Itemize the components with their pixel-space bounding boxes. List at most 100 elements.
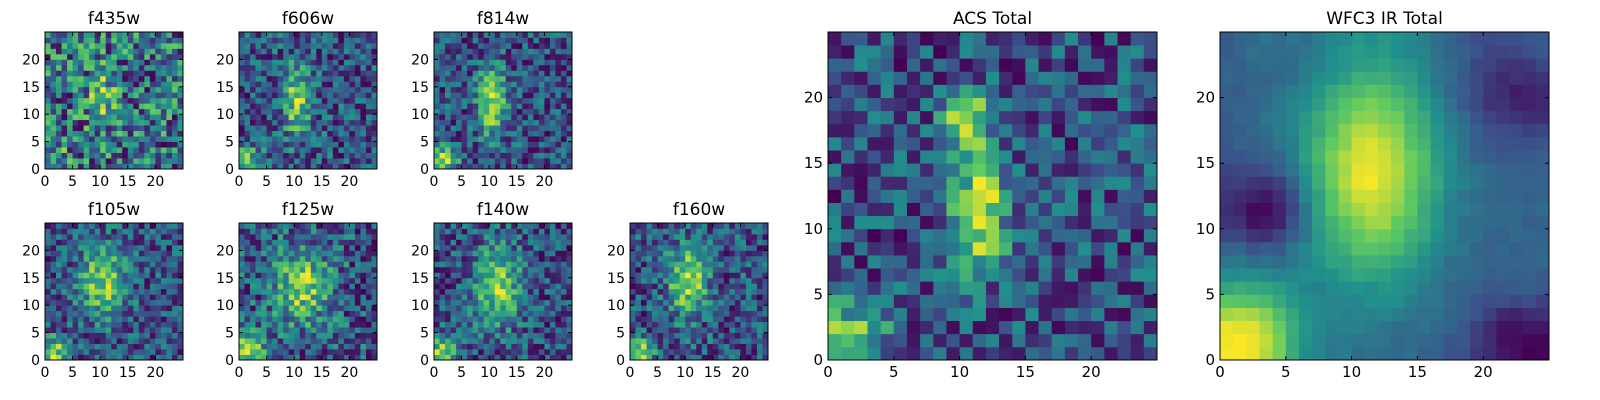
heatmap-cell (261, 64, 267, 71)
heatmap-cell (467, 266, 474, 273)
heatmap-cell (511, 81, 518, 88)
heatmap-cell (450, 277, 457, 284)
heatmap-cell (310, 64, 317, 71)
heatmap-cell (880, 163, 895, 177)
heatmap-cell (566, 53, 573, 60)
heatmap-cell (478, 266, 485, 273)
heatmap-cell (171, 316, 178, 323)
heatmap-cell (277, 250, 284, 257)
heatmap-cell (1078, 281, 1092, 295)
heatmap-cell (450, 299, 457, 306)
heatmap-cell (250, 343, 256, 350)
heatmap-cell (696, 294, 703, 301)
heatmap-cell (657, 327, 664, 333)
heatmap-cell (718, 354, 725, 361)
heatmap-cell (105, 228, 112, 235)
heatmap-cell (1091, 215, 1105, 230)
heatmap-cell (712, 228, 719, 235)
heatmap-cell (549, 152, 556, 159)
heatmap-cell (371, 288, 378, 295)
heatmap-cell (696, 239, 703, 246)
heatmap-cell (327, 37, 334, 44)
heatmap-cell (751, 354, 758, 361)
heatmap-cell (338, 92, 345, 99)
heatmap-cell (321, 59, 328, 66)
heatmap-cell (718, 294, 725, 301)
heatmap-cell (544, 299, 551, 306)
heatmap-cell (111, 108, 118, 115)
heatmap-cell (283, 223, 290, 229)
heatmap-cell (985, 202, 1000, 217)
heatmap-cell (663, 310, 670, 317)
heatmap-cell (467, 103, 474, 110)
heatmap-cell (149, 59, 156, 66)
heatmap-cell (144, 32, 151, 38)
heatmap-cell (456, 299, 462, 306)
heatmap-cell (439, 37, 446, 44)
heatmap-cell (78, 119, 85, 126)
heatmap-cell (920, 333, 934, 348)
heatmap-cell (266, 228, 273, 235)
heatmap-cell (343, 294, 350, 301)
heatmap-cell (690, 244, 697, 251)
heatmap-cell (511, 305, 518, 312)
heatmap-cell (177, 130, 184, 137)
heatmap-cell (538, 354, 545, 361)
heatmap-cell (338, 86, 345, 93)
heatmap-cell (461, 244, 468, 251)
x-tick-label: 20 (146, 365, 164, 381)
heatmap-cell (478, 244, 485, 251)
heatmap-cell (483, 141, 490, 148)
heatmap-cell (663, 228, 670, 235)
heatmap-cell (89, 316, 96, 323)
heatmap-cell (343, 316, 350, 323)
heatmap-cell (338, 354, 345, 361)
heatmap-cell (116, 147, 123, 153)
heatmap-cell (867, 189, 882, 203)
heatmap-cell (127, 119, 134, 126)
heatmap-cell (72, 255, 79, 262)
heatmap-cell (310, 42, 317, 49)
heatmap-cell (338, 233, 345, 240)
heatmap-cell (445, 64, 451, 71)
heatmap-cell (630, 327, 636, 333)
heatmap-cell (177, 92, 184, 99)
heatmap-cell (89, 261, 96, 268)
heatmap-cell (472, 316, 479, 323)
heatmap-cell (489, 305, 496, 312)
heatmap-cell (177, 283, 184, 290)
heatmap-cell (522, 228, 529, 235)
heatmap-cell (327, 294, 334, 301)
heatmap-cell (1130, 268, 1145, 282)
heatmap-cell (250, 266, 256, 273)
heatmap-cell (445, 255, 451, 262)
heatmap-cell (45, 141, 51, 148)
heatmap-cell (360, 163, 367, 170)
heatmap-cell (893, 333, 908, 348)
heatmap-cell (494, 316, 501, 323)
heatmap-cell (56, 108, 62, 115)
heatmap-cell (177, 125, 184, 132)
heatmap-cell (338, 343, 345, 350)
heatmap-cell (155, 327, 162, 333)
heatmap-cell (555, 255, 562, 262)
heatmap-cell (127, 294, 134, 301)
heatmap-cell (255, 266, 262, 273)
heatmap-cell (122, 305, 129, 312)
heatmap-cell (646, 338, 653, 344)
heatmap-cell (946, 176, 960, 190)
heatmap-cell (138, 233, 145, 240)
heatmap-cell (255, 283, 262, 290)
heatmap-cell (244, 223, 251, 229)
heatmap-cell (483, 42, 490, 49)
heatmap-cell (133, 261, 140, 268)
heatmap-cell (354, 42, 361, 49)
heatmap-cell (511, 316, 518, 323)
heatmap-cell (122, 239, 129, 246)
heatmap-cell (527, 343, 534, 350)
heatmap-cell (533, 81, 540, 88)
heatmap-cell (522, 152, 529, 159)
heatmap-cell (171, 250, 178, 257)
heatmap-cell (729, 277, 736, 284)
heatmap-cell (244, 75, 251, 82)
